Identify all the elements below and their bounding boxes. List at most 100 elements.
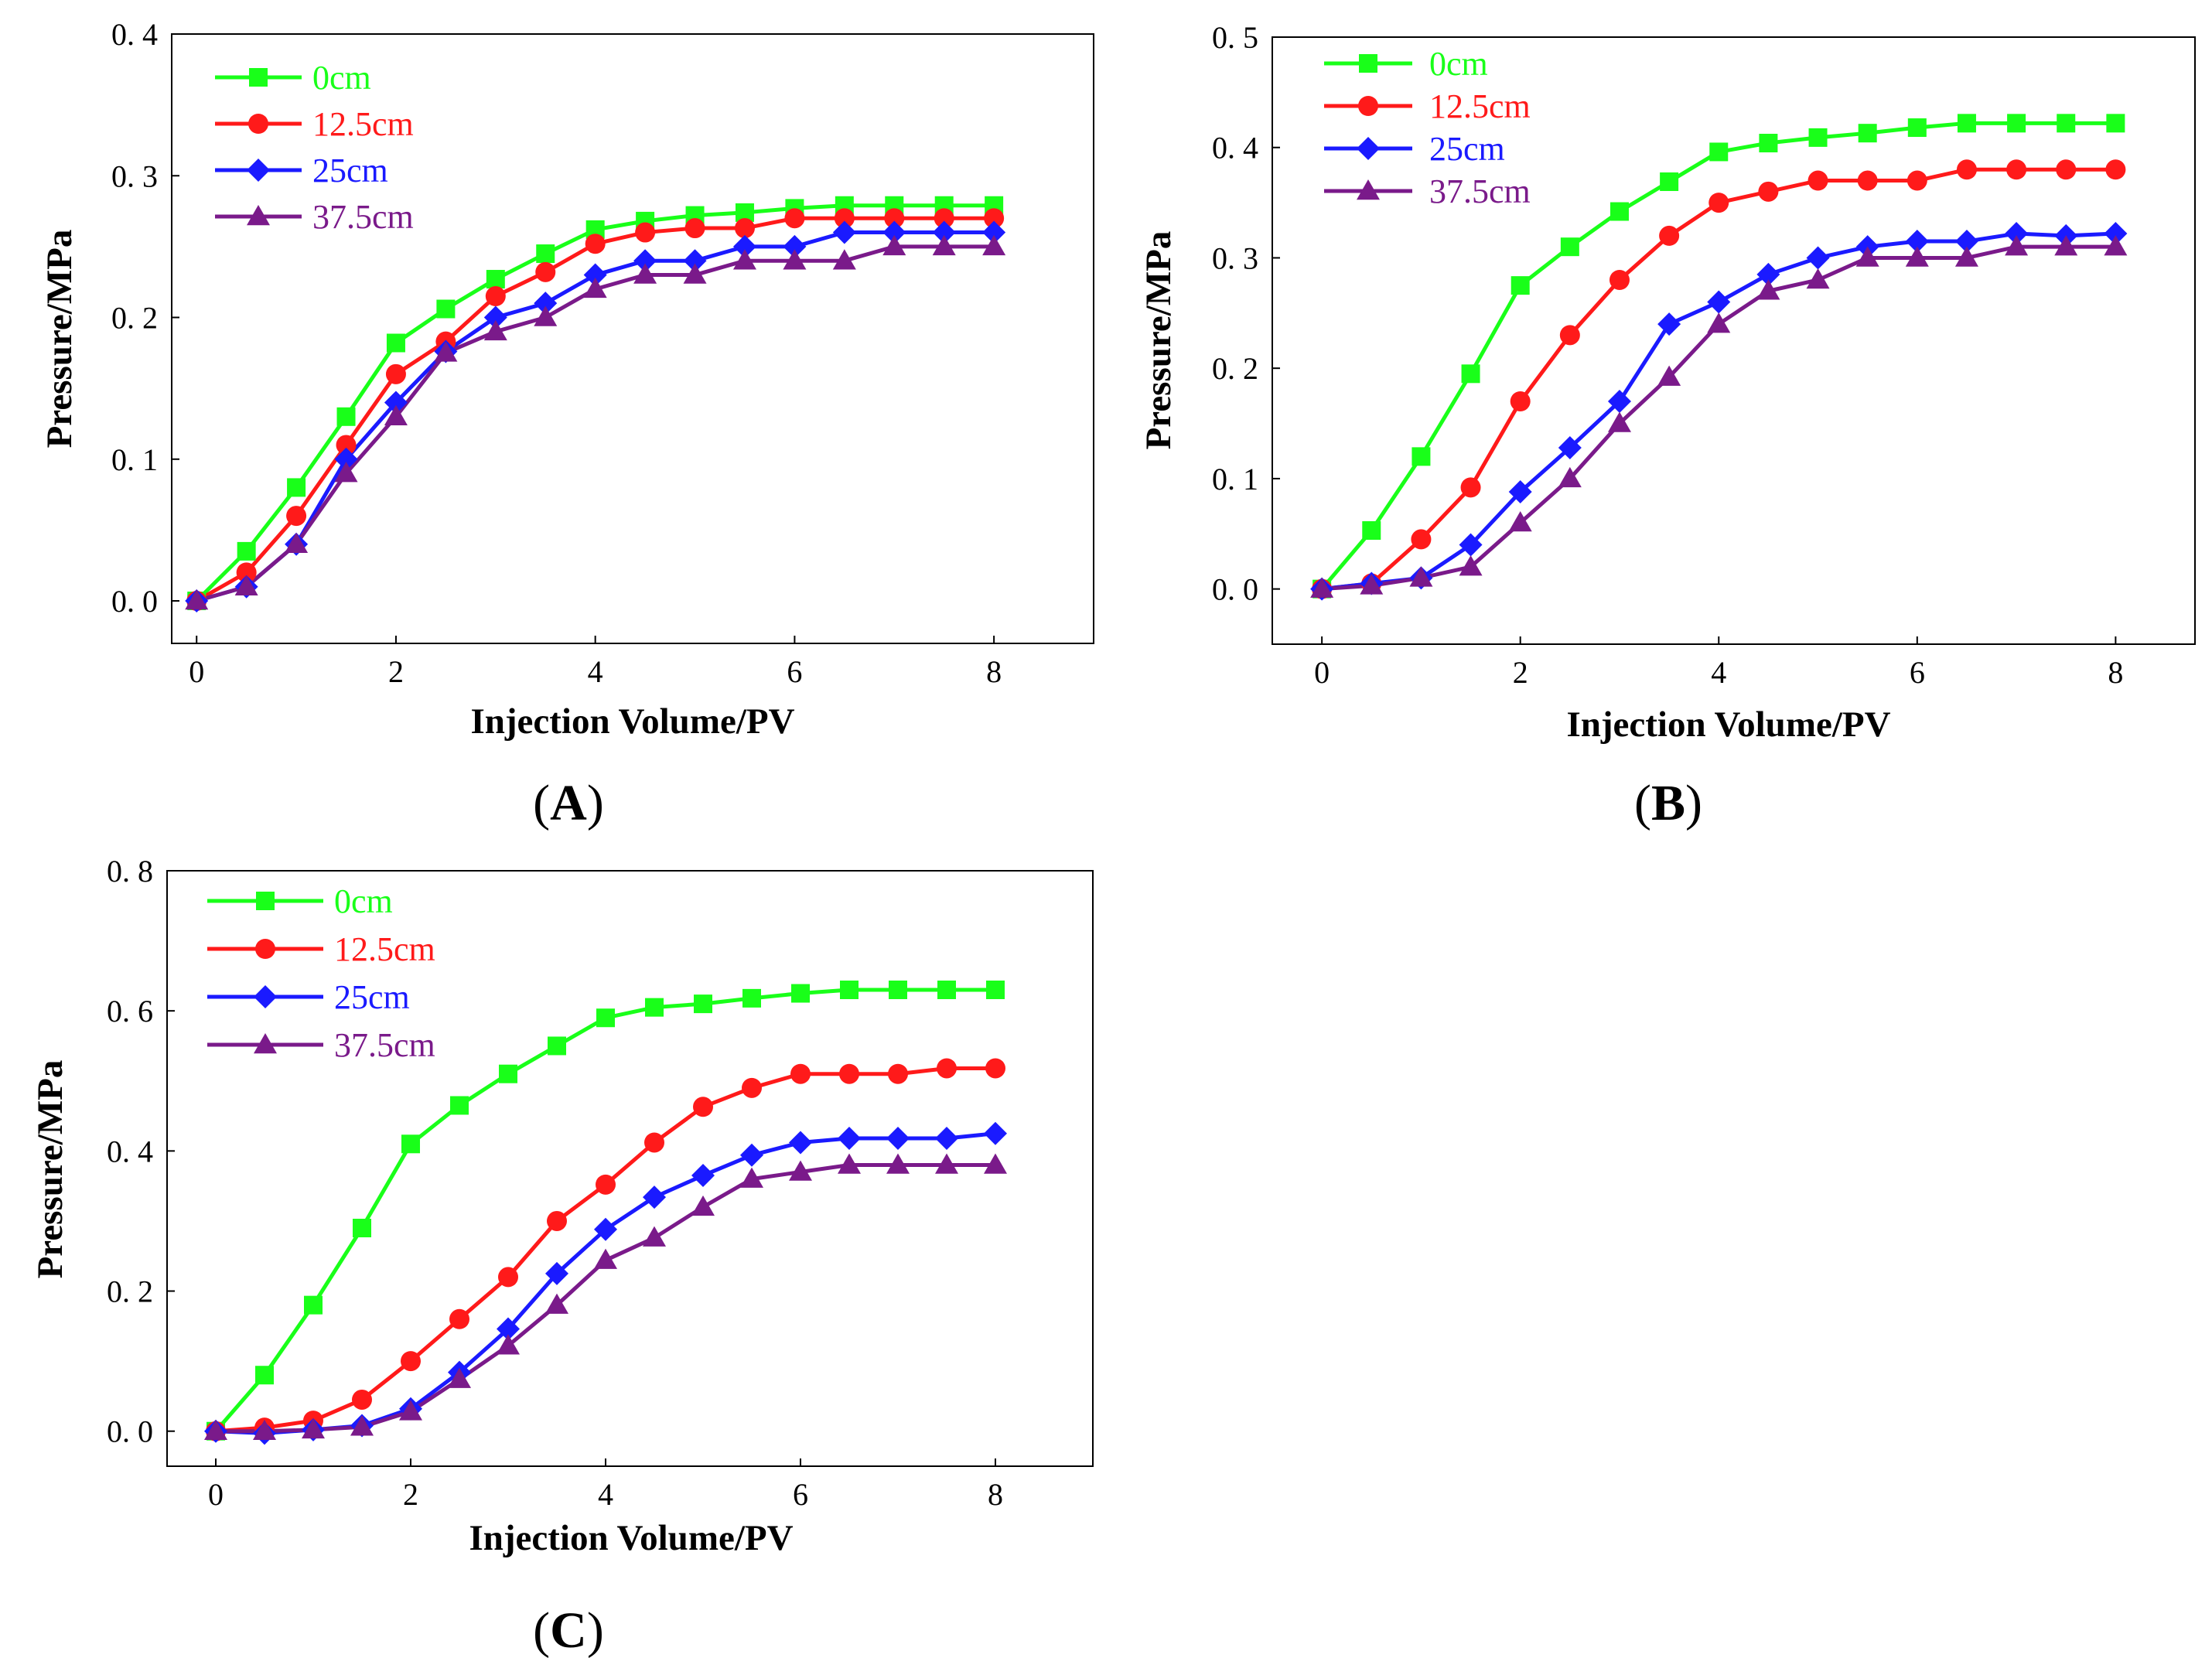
data-point-b-37-5cm-6	[1607, 411, 1631, 432]
data-point-b-25cm-12	[1905, 230, 1929, 254]
data-point-c-37-5cm-2	[302, 1417, 325, 1439]
data-point-a-12-5cm-14	[884, 208, 905, 229]
data-point-c-12-5cm-10	[693, 1097, 713, 1117]
data-point-b-37-5cm-3	[1459, 555, 1483, 576]
data-point-c-25cm-10	[691, 1164, 715, 1188]
data-point-b-25cm-10	[1806, 246, 1830, 270]
legend-marker-b-12-5cm	[1358, 96, 1378, 116]
data-point-a-0cm-6	[486, 270, 505, 289]
data-point-a-12-5cm-16	[984, 208, 1005, 229]
x-tick-label-c-1: 2	[403, 1477, 418, 1512]
data-point-c-0cm-1	[255, 1366, 274, 1385]
data-point-b-37-5cm-12	[1905, 246, 1929, 267]
data-point-c-37-5cm-1	[253, 1419, 276, 1440]
x-tick-label-b-2: 4	[1711, 655, 1726, 690]
panel-letter-c: C	[550, 1602, 587, 1659]
data-point-a-37-5cm-16	[982, 234, 1006, 256]
legend-item-a-37-5cm: 37.5cm	[215, 198, 414, 236]
data-point-b-37-5cm-14	[2005, 235, 2029, 256]
data-point-a-37-5cm-14	[882, 234, 906, 256]
data-point-a-37-5cm-6	[483, 319, 507, 341]
data-point-c-37-5cm-13	[838, 1153, 861, 1174]
legend-item-c-0cm: 0cm	[207, 882, 393, 920]
x-tick-label-c-3: 6	[793, 1477, 808, 1512]
data-point-c-0cm-12	[791, 984, 810, 1003]
data-point-b-12-5cm-10	[1807, 170, 1828, 191]
legend-marker-b-0cm	[1359, 54, 1377, 73]
data-point-c-0cm-2	[304, 1295, 323, 1315]
y-axis-title-b: Pressure/MPa	[1138, 231, 1179, 450]
x-tick-label-b-4: 8	[2108, 655, 2123, 690]
data-point-c-37-5cm-10	[691, 1195, 715, 1216]
data-point-b-0cm-5	[1560, 237, 1579, 257]
x-tick-label-b-0: 0	[1314, 655, 1330, 690]
legend-marker-a-25cm	[247, 159, 270, 182]
data-point-a-25cm-7	[534, 292, 558, 316]
data-point-b-25cm-3	[1459, 533, 1483, 557]
data-point-b-12-5cm-3	[1460, 477, 1481, 498]
data-point-b-0cm-13	[1957, 114, 1976, 133]
x-tick-label-a-2: 4	[588, 654, 603, 689]
plot-frame-b	[1272, 36, 2196, 645]
legend-label-c-0cm: 0cm	[334, 882, 393, 920]
data-point-a-12-5cm-10	[684, 218, 705, 239]
data-point-b-0cm-7	[1660, 172, 1679, 191]
y-tick-label-b-0: 0. 0	[1212, 572, 1258, 607]
y-tick-label-b-5: 0. 5	[1212, 20, 1258, 55]
data-point-a-37-5cm-11	[732, 249, 756, 270]
data-point-c-25cm-12	[789, 1131, 812, 1155]
data-point-a-25cm-8	[583, 263, 607, 287]
data-point-a-37-5cm-15	[932, 234, 956, 256]
data-point-c-25cm-13	[838, 1127, 861, 1151]
y-tick-label-a-1: 0. 1	[111, 442, 158, 477]
data-point-b-37-5cm-7	[1657, 365, 1681, 386]
legend-label-c-37-5cm: 37.5cm	[334, 1026, 435, 1064]
data-point-c-37-5cm-14	[886, 1153, 910, 1174]
data-point-b-0cm-8	[1709, 142, 1729, 162]
data-point-a-12-5cm-3	[336, 435, 357, 455]
plot-frame-c	[166, 870, 1094, 1467]
series-points-c-37-5cm	[204, 1153, 1007, 1440]
x-axis-title-a: Injection Volume/PV	[470, 701, 794, 742]
legend-item-a-12-5cm: 12.5cm	[215, 105, 414, 143]
data-point-a-25cm-14	[882, 220, 906, 244]
data-point-a-25cm-4	[384, 391, 408, 414]
legend-b: 0cm 12.5cm 25cm 37.5cm	[1324, 45, 1531, 210]
data-point-b-37-5cm-2	[1409, 566, 1433, 587]
data-point-c-25cm-7	[545, 1261, 568, 1285]
data-point-b-12-5cm-8	[1708, 193, 1729, 213]
legend-label-b-37-5cm: 37.5cm	[1429, 172, 1531, 210]
data-point-b-25cm-6	[1607, 390, 1631, 413]
data-point-a-0cm-4	[386, 333, 405, 353]
data-point-c-12-5cm-5	[449, 1308, 469, 1329]
y-tick-label-c-1: 0. 2	[107, 1274, 153, 1309]
data-point-c-12-5cm-11	[742, 1077, 762, 1098]
data-point-c-25cm-16	[984, 1121, 1007, 1145]
data-point-c-0cm-7	[548, 1036, 566, 1056]
data-point-a-0cm-5	[436, 299, 456, 319]
data-point-c-0cm-5	[450, 1096, 469, 1115]
data-point-a-0cm-3	[336, 407, 356, 426]
panel-letter-b: B	[1651, 775, 1685, 831]
data-point-b-0cm-12	[1907, 118, 1927, 138]
data-point-c-12-5cm-9	[644, 1132, 664, 1153]
data-point-a-37-5cm-4	[384, 404, 408, 426]
data-point-b-12-5cm-13	[1956, 159, 1977, 180]
series-points-b-12-5cm	[1312, 159, 2126, 599]
legend-c: 0cm 12.5cm 25cm 37.5cm	[207, 882, 435, 1064]
panel-label-b: (B)	[1634, 775, 1702, 831]
x-axis-title-b: Injection Volume/PV	[1566, 704, 1890, 745]
data-point-b-25cm-7	[1657, 312, 1681, 336]
series-points-b-37-5cm	[1310, 235, 2128, 598]
x-tick-label-a-4: 8	[986, 654, 1002, 689]
data-point-b-12-5cm-7	[1659, 225, 1680, 246]
x-tick-label-a-1: 2	[388, 654, 404, 689]
data-point-b-37-5cm-8	[1707, 312, 1731, 333]
legend-label-a-12-5cm: 12.5cm	[312, 105, 414, 143]
data-point-b-0cm-1	[1362, 520, 1381, 540]
data-point-b-37-5cm-13	[1954, 246, 1978, 267]
data-point-a-37-5cm-13	[832, 249, 856, 270]
data-point-a-37-5cm-1	[234, 575, 258, 595]
data-point-b-0cm-16	[2106, 114, 2125, 133]
